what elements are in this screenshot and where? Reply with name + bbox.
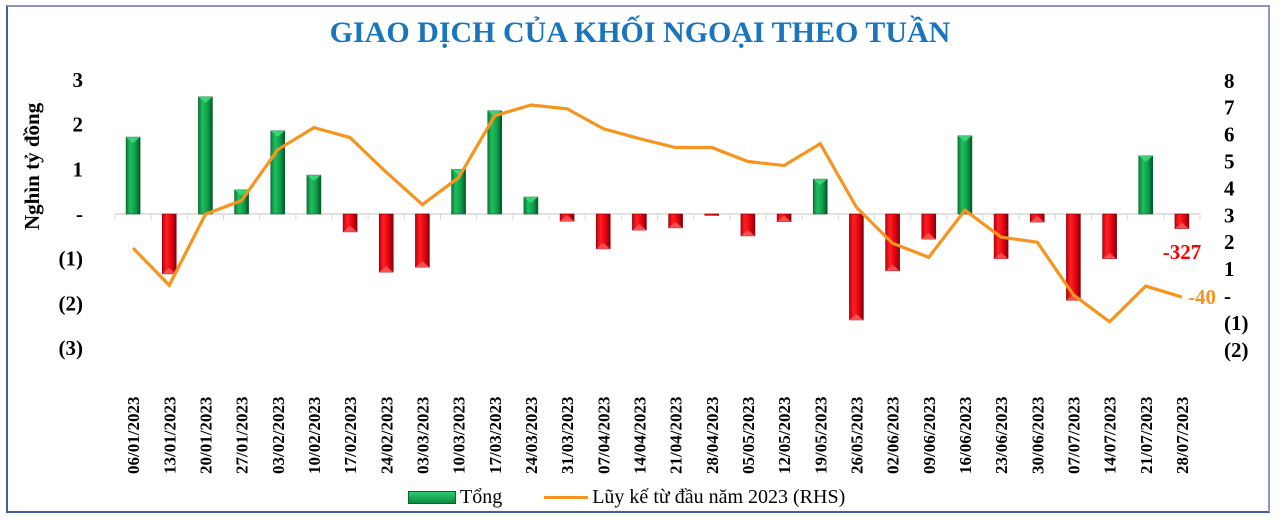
left-tick-label: 2 — [73, 113, 84, 137]
x-tick-label: 10/02/2023 — [305, 397, 324, 474]
line-series-luy-ke — [131, 103, 1183, 324]
bar — [632, 213, 647, 231]
legend-line-label: Lũy kế từ đầu năm 2023 (RHS) — [592, 486, 846, 508]
x-tick-label: 19/05/2023 — [811, 397, 830, 474]
x-tick-label: 31/03/2023 — [558, 397, 577, 474]
x-tick-label: 07/07/2023 — [1064, 397, 1083, 474]
right-y-axis-ticks: 8 7 6 54 3 2 1 - (1) (2) — [1224, 69, 1249, 362]
right-tick-label: 7 — [1224, 96, 1235, 120]
x-tick-label: 14/07/2023 — [1101, 397, 1120, 474]
x-tick-label: 28/04/2023 — [703, 397, 722, 474]
x-tick-label: 24/03/2023 — [522, 397, 541, 474]
left-tick-label: (2) — [59, 291, 84, 315]
x-tick-label: 17/02/2023 — [341, 397, 360, 474]
x-tick-label: 23/06/2023 — [992, 397, 1011, 474]
legend-bar-swatch-icon — [408, 491, 456, 504]
data-labels: -327 -40 — [1163, 240, 1216, 309]
bar — [776, 213, 792, 222]
legend-line-swatch-icon — [544, 496, 589, 499]
legend: Tổng Lũy kế từ đầu năm 2023 (RHS) — [408, 486, 845, 509]
bar — [342, 213, 358, 233]
x-tick-label: 17/03/2023 — [486, 397, 505, 474]
bar — [415, 213, 430, 268]
bar — [125, 136, 141, 215]
x-tick-label: 14/04/2023 — [630, 397, 649, 474]
x-tick-label: 12/05/2023 — [775, 397, 794, 474]
bar — [523, 196, 539, 215]
bar — [487, 110, 503, 215]
x-tick-label: 06/01/2023 — [124, 397, 143, 474]
right-tick-label: 3 — [1224, 203, 1235, 227]
right-tick-label: 1 — [1224, 257, 1235, 281]
bar — [704, 213, 720, 216]
x-tick-label: 28/07/2023 — [1173, 397, 1192, 474]
right-tick-label: (2) — [1224, 338, 1249, 362]
left-tick-label: - — [76, 202, 83, 226]
bar-data-label: -327 — [1163, 240, 1202, 264]
x-tick-label: 16/06/2023 — [956, 397, 975, 474]
left-tick-label: 1 — [73, 157, 84, 181]
right-tick-label: 8 — [1224, 69, 1235, 93]
legend-bar-label: Tổng — [460, 486, 503, 508]
x-axis-baseline — [114, 213, 1201, 220]
x-tick-label: 30/06/2023 — [1028, 397, 1047, 474]
left-tick-label: 3 — [73, 68, 84, 92]
x-tick-label: 07/04/2023 — [594, 397, 613, 474]
bar — [921, 213, 937, 240]
x-tick-label: 21/04/2023 — [667, 397, 686, 474]
bar — [306, 174, 322, 215]
bar — [668, 213, 683, 229]
left-tick-label: (1) — [59, 247, 84, 271]
x-tick-label: 24/02/2023 — [377, 397, 396, 474]
bar — [1029, 213, 1045, 223]
x-tick-label: 09/06/2023 — [920, 397, 939, 474]
x-tick-label: 05/05/2023 — [739, 397, 758, 474]
x-tick-label: 13/01/2023 — [160, 397, 179, 474]
bar-series-tong — [125, 96, 1190, 321]
right-tick-label: 6 — [1224, 123, 1235, 147]
bar — [378, 213, 394, 273]
bar — [740, 213, 756, 237]
x-axis-ticks: 06/01/2023 13/01/2023 20/01/2023 27/01/2023… — [124, 397, 1192, 474]
chart-title: GIAO DỊCH CỦA KHỐI NGOẠI THEO TUẦN — [329, 16, 951, 49]
bar — [161, 213, 177, 275]
x-tick-label: 03/02/2023 — [269, 397, 288, 474]
x-tick-label: 27/01/2023 — [233, 397, 252, 474]
bar — [1174, 213, 1190, 229]
bar — [1138, 155, 1154, 215]
bar — [957, 135, 973, 215]
x-tick-label: 03/03/2023 — [413, 397, 432, 474]
bar — [270, 130, 286, 215]
x-tick-label: 02/06/2023 — [884, 397, 903, 474]
left-tick-label: (3) — [59, 336, 84, 360]
bar — [849, 213, 864, 321]
bar — [559, 213, 575, 222]
x-tick-label: 10/03/2023 — [450, 397, 469, 474]
right-tick-label: (1) — [1224, 311, 1249, 335]
right-tick-label: 2 — [1224, 230, 1235, 254]
x-tick-label: 21/07/2023 — [1137, 397, 1156, 474]
right-tick-label: - — [1224, 284, 1231, 308]
x-tick-label: 20/01/2023 — [196, 397, 215, 474]
line-data-label: -40 — [1188, 285, 1216, 309]
right-tick-label: 4 — [1224, 176, 1235, 200]
left-y-axis-ticks: 3 2 1 - (1) (2) (3) — [59, 68, 84, 360]
bar — [812, 178, 828, 215]
x-tick-label: 26/05/2023 — [847, 397, 866, 474]
chart-frame — [6, 5, 1270, 513]
bar — [1102, 213, 1117, 260]
bar — [595, 213, 611, 250]
right-tick-label: 5 — [1224, 150, 1235, 174]
bar — [198, 96, 213, 215]
